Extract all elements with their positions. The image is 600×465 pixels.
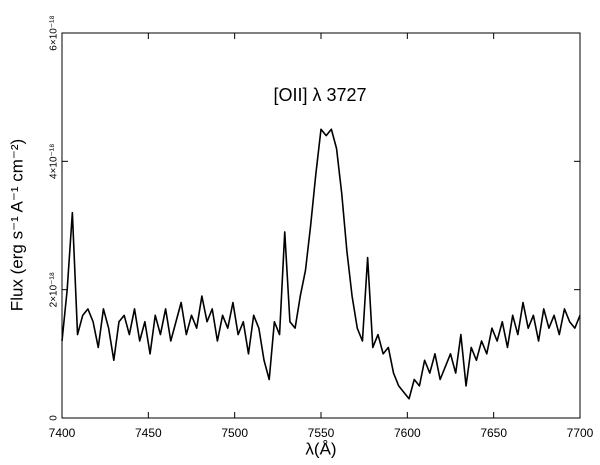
x-tick-label: 7600 — [394, 426, 421, 440]
y-tick-label: 4×10⁻¹⁸ — [49, 144, 60, 179]
x-tick-label: 7400 — [49, 426, 76, 440]
x-tick-label: 7450 — [135, 426, 162, 440]
y-tick-label: 6×10⁻¹⁸ — [49, 15, 60, 50]
x-axis-label: λ(Å) — [305, 439, 336, 458]
y-axis-label: Flux (erg s⁻¹ A⁻¹ cm⁻²) — [7, 139, 26, 311]
x-tick-label: 7700 — [567, 426, 594, 440]
y-tick-label: 0 — [49, 415, 60, 421]
x-tick-label: 7500 — [221, 426, 248, 440]
y-tick-label: 2×10⁻¹⁸ — [49, 272, 60, 307]
spectrum-line — [61, 128, 581, 400]
annotation: [OII] λ 3727 — [273, 85, 366, 105]
x-tick-label: 7650 — [480, 426, 507, 440]
x-tick-label: 7550 — [308, 426, 335, 440]
